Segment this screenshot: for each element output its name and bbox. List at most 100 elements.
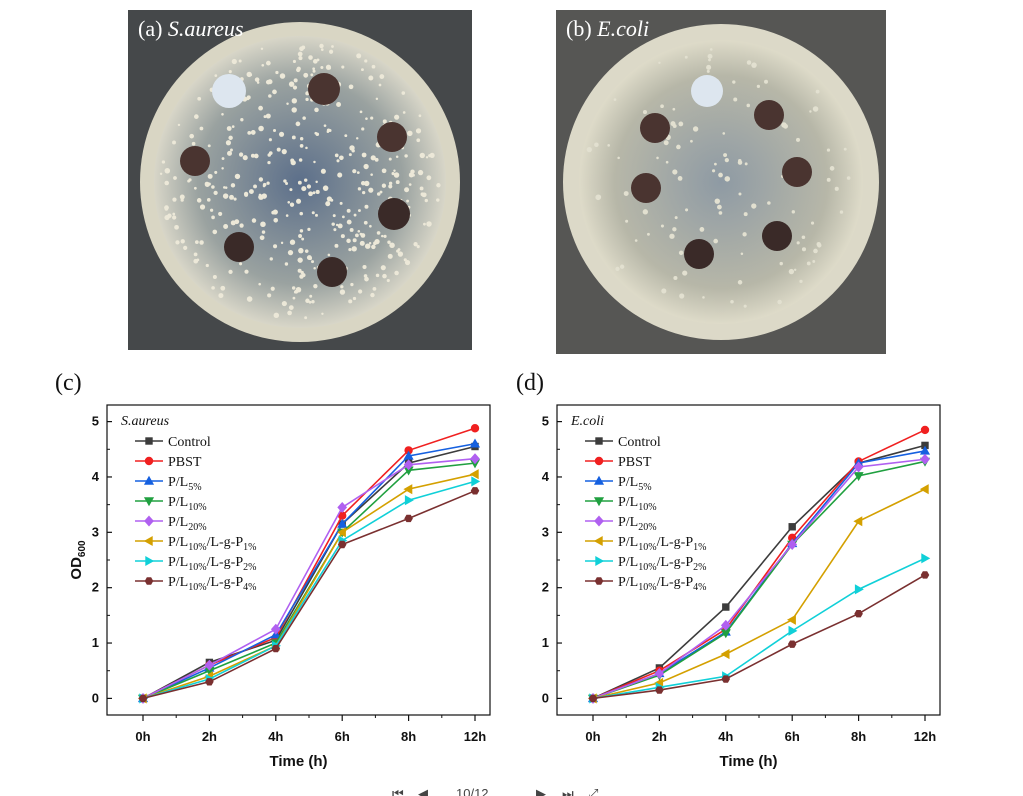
colony-dot xyxy=(311,260,315,264)
colony-dot xyxy=(362,264,367,270)
colony-dot xyxy=(183,245,188,250)
colony-dot xyxy=(388,181,393,186)
colony-dot xyxy=(346,238,351,244)
colony-dot xyxy=(314,107,319,113)
organism-annotation: S.aureus xyxy=(121,414,170,429)
data-point xyxy=(403,450,414,460)
colony-dot xyxy=(334,243,339,248)
last-page-icon[interactable]: ⏭ xyxy=(562,786,574,796)
colony-dot xyxy=(320,66,324,70)
colony-dot xyxy=(394,114,400,120)
colony-dot xyxy=(379,74,385,79)
colony-dot xyxy=(372,286,377,291)
organism-annotation: E.coli xyxy=(570,414,604,429)
colony-dot xyxy=(607,144,610,147)
colony-dot xyxy=(714,198,721,204)
data-point xyxy=(920,425,930,435)
legend-label: PBST xyxy=(618,455,652,470)
next-page-icon[interactable]: ▶ xyxy=(536,786,546,796)
colony-dot xyxy=(368,187,374,193)
zoom-icon[interactable]: ⤢ xyxy=(588,786,599,796)
colony-dot xyxy=(340,234,345,239)
series-7 xyxy=(588,571,930,703)
colony-dot xyxy=(359,110,363,114)
colony-dot xyxy=(291,135,296,140)
colony-dot xyxy=(370,116,374,120)
colony-dot xyxy=(764,79,768,84)
colony-dot xyxy=(209,208,214,212)
legend-marker xyxy=(594,456,604,466)
colony-dot xyxy=(777,299,782,305)
colony-dot xyxy=(292,85,298,90)
colony-dot xyxy=(291,98,297,104)
legend-marker xyxy=(144,577,154,585)
colony-dot xyxy=(286,102,289,106)
colony-dot xyxy=(172,197,177,202)
growth-curve-chart-e-coli: 0 1 2 3 4 5 0h 2h 4h 6h 8h 12h Time (h) E.coli Control… xyxy=(542,404,941,770)
colony-dot xyxy=(595,194,601,201)
legend-marker xyxy=(593,497,605,507)
colony-dot xyxy=(826,177,831,182)
colony-dot xyxy=(297,257,303,263)
colony-dot xyxy=(258,105,263,111)
colony-dot xyxy=(623,191,629,197)
series-line xyxy=(592,557,926,700)
colony-dot xyxy=(779,261,783,266)
colony-dot xyxy=(331,222,335,226)
colony-dot xyxy=(299,211,304,216)
colony-dot xyxy=(376,231,381,235)
colony-dot xyxy=(260,47,264,51)
colony-dot xyxy=(428,154,432,158)
colony-dot xyxy=(348,299,353,304)
colony-dot xyxy=(339,201,343,205)
colony-dot xyxy=(642,110,647,115)
legend-marker xyxy=(594,577,604,585)
colony-dot xyxy=(339,289,346,295)
data-point xyxy=(786,614,796,625)
colony-dot xyxy=(199,204,206,210)
legend-label: P/L20% xyxy=(168,515,207,533)
colony-dot xyxy=(742,232,747,237)
colony-dot xyxy=(287,201,291,204)
colony-dot xyxy=(436,183,441,188)
colony-dot xyxy=(212,275,217,280)
colony-dot xyxy=(826,148,831,152)
colony-dot xyxy=(214,170,218,174)
first-page-icon[interactable]: ⏮ xyxy=(392,786,404,796)
colony-dot xyxy=(419,186,424,191)
colony-dot xyxy=(658,61,661,64)
x-tick-label: 8h xyxy=(851,729,866,744)
colony-dot xyxy=(418,114,422,118)
colony-dot xyxy=(284,262,289,266)
colony-dot xyxy=(368,242,372,245)
colony-dot xyxy=(368,75,374,81)
colony-dot xyxy=(269,257,273,261)
colony-dot xyxy=(292,59,296,64)
colony-dot xyxy=(302,116,306,120)
colony-dot xyxy=(337,172,343,178)
colony-dot xyxy=(246,95,251,100)
colony-dot xyxy=(221,157,225,161)
colony-dot xyxy=(348,247,352,252)
colony-dot xyxy=(301,237,305,241)
colony-dot xyxy=(293,290,297,294)
colony-dot xyxy=(212,229,218,235)
colony-dot xyxy=(226,126,232,131)
colony-dot xyxy=(388,184,393,189)
colony-dot xyxy=(214,74,218,77)
colony-dot xyxy=(304,316,308,320)
colony-dot xyxy=(358,209,361,212)
colony-dot xyxy=(617,156,620,160)
colony-dot xyxy=(312,191,316,195)
x-tick-label: 4h xyxy=(718,729,733,744)
colony-dot xyxy=(404,259,411,266)
prev-page-icon[interactable]: ◀ xyxy=(418,786,428,796)
colony-dot xyxy=(363,163,369,170)
colony-dot xyxy=(619,264,625,269)
colony-dot xyxy=(211,215,215,220)
series-line xyxy=(142,457,476,700)
data-point xyxy=(470,424,480,433)
y-tick-label: 1 xyxy=(542,635,549,650)
colony-dot xyxy=(376,192,381,196)
colony-dot xyxy=(713,238,719,244)
